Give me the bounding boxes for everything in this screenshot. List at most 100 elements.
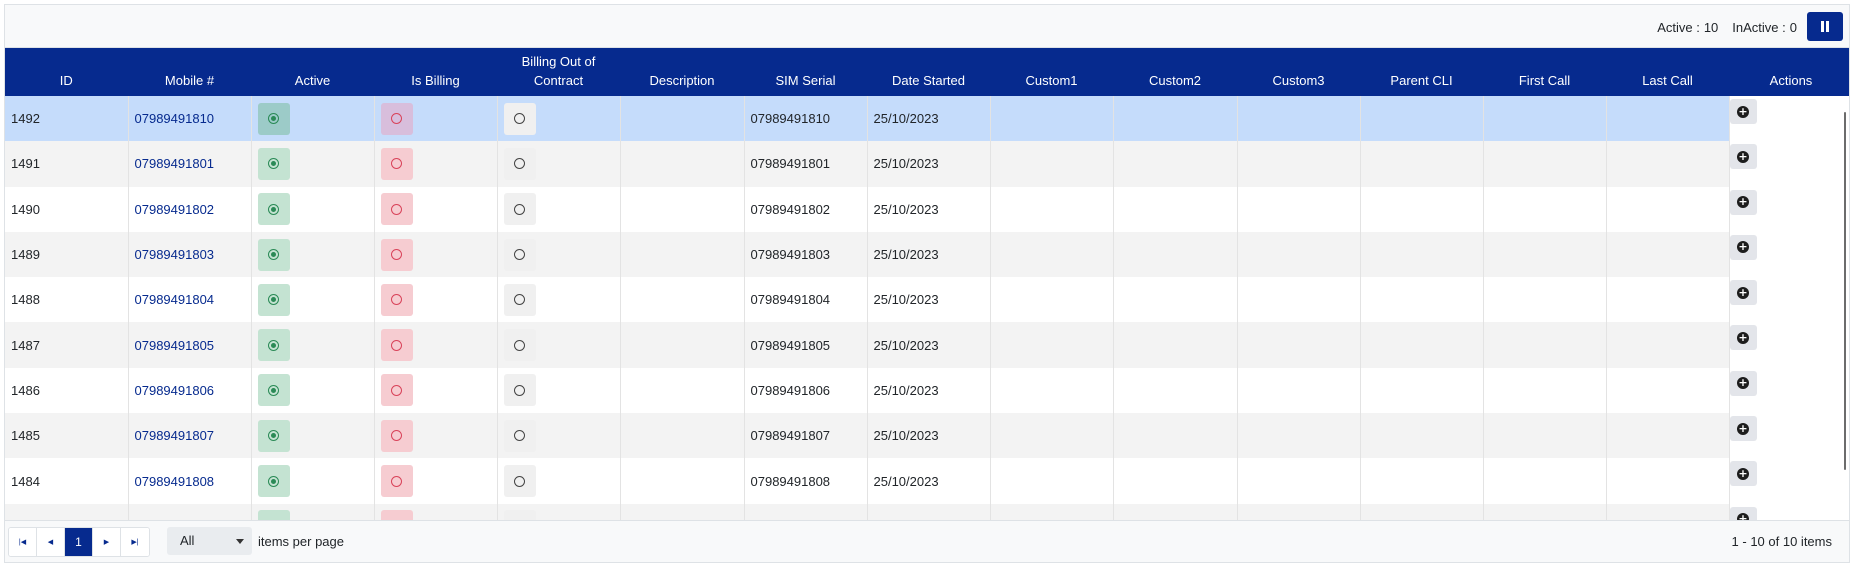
billing-toggle[interactable] xyxy=(380,283,413,316)
prev-page-button[interactable]: ◀ xyxy=(37,528,65,556)
row-action-button[interactable]: + xyxy=(1729,370,1757,396)
row-action-button[interactable]: + xyxy=(1729,325,1757,351)
row-action-button[interactable]: + xyxy=(1729,461,1757,487)
active-toggle[interactable] xyxy=(257,283,290,316)
column-header[interactable]: Is Billing xyxy=(374,48,498,96)
column-header[interactable]: Custom1 xyxy=(990,48,1114,96)
out-of-contract-toggle[interactable] xyxy=(503,465,536,498)
column-header[interactable]: Date Started xyxy=(867,48,991,96)
mobile-link[interactable]: 07989491802 xyxy=(128,186,252,232)
out-of-contract-cell xyxy=(497,186,621,232)
radio-unchecked-icon xyxy=(391,158,402,170)
billing-cell xyxy=(374,458,498,504)
active-toggle[interactable] xyxy=(257,419,290,452)
out-of-contract-toggle[interactable] xyxy=(503,102,536,135)
column-chooser-button[interactable] xyxy=(1807,12,1843,41)
active-toggle[interactable] xyxy=(257,238,290,271)
table-row[interactable]: + xyxy=(5,503,1849,522)
active-toggle[interactable] xyxy=(257,329,290,362)
table-row[interactable]: 1484 07989491808 07989491808 25/10/2023 + xyxy=(5,458,1849,504)
table-row[interactable]: 1490 07989491802 07989491802 25/10/2023 + xyxy=(5,186,1849,232)
vertical-scrollbar[interactable] xyxy=(1844,112,1846,470)
out-of-contract-toggle[interactable] xyxy=(503,419,536,452)
row-action-button[interactable]: + xyxy=(1729,280,1757,306)
page-1-button[interactable]: 1 xyxy=(65,528,93,556)
billing-toggle[interactable] xyxy=(380,193,413,226)
row-action-button[interactable]: + xyxy=(1729,234,1757,260)
table-row[interactable]: 1491 07989491801 07989491801 25/10/2023 + xyxy=(5,141,1849,187)
radio-unchecked-icon xyxy=(391,249,402,261)
active-toggle[interactable] xyxy=(257,193,290,226)
column-header[interactable]: ID xyxy=(5,48,129,96)
active-toggle[interactable] xyxy=(257,102,290,135)
column-header[interactable]: Description xyxy=(620,48,745,96)
mobile-link[interactable]: 07989491805 xyxy=(128,322,252,368)
mobile-link[interactable]: 07989491810 xyxy=(128,96,252,142)
row-action-button[interactable]: + xyxy=(1729,189,1757,215)
table-row[interactable]: 1486 07989491806 07989491806 25/10/2023 + xyxy=(5,367,1849,414)
row-action-button[interactable]: + xyxy=(1729,416,1757,442)
column-header[interactable]: Last Call xyxy=(1606,48,1730,96)
mobile-link[interactable]: 07989491807 xyxy=(128,413,252,459)
out-of-contract-toggle[interactable] xyxy=(503,238,536,271)
billing-toggle[interactable] xyxy=(380,329,413,362)
radio-unchecked-icon xyxy=(514,430,525,442)
out-of-contract-toggle[interactable] xyxy=(503,283,536,316)
table-row[interactable]: 1489 07989491803 07989491803 25/10/2023 + xyxy=(5,231,1849,278)
out-of-contract-toggle[interactable] xyxy=(503,374,536,407)
active-toggle[interactable] xyxy=(257,374,290,407)
chevron-down-icon xyxy=(236,539,244,544)
table-row[interactable]: 1488 07989491804 07989491804 25/10/2023 + xyxy=(5,277,1849,323)
column-header[interactable]: SIM Serial xyxy=(744,48,868,96)
sim-serial-cell: 07989491804 xyxy=(744,277,868,323)
actions-cell: + xyxy=(1729,96,1849,142)
out-of-contract-toggle[interactable] xyxy=(503,193,536,226)
out-of-contract-toggle[interactable] xyxy=(503,329,536,362)
per-page-select[interactable]: All xyxy=(167,527,252,555)
table-row[interactable]: 1485 07989491807 07989491807 25/10/2023 + xyxy=(5,413,1849,459)
column-header[interactable]: Actions xyxy=(1729,48,1849,96)
billing-toggle[interactable] xyxy=(380,374,413,407)
mobile-link[interactable] xyxy=(128,503,252,522)
custom1-cell xyxy=(990,367,1114,414)
radio-unchecked-icon xyxy=(391,384,402,396)
next-page-button[interactable]: ▶ xyxy=(93,528,121,556)
billing-toggle[interactable] xyxy=(380,238,413,271)
billing-toggle[interactable] xyxy=(380,147,413,180)
description-cell xyxy=(620,277,745,323)
column-header[interactable]: Mobile # xyxy=(128,48,252,96)
billing-toggle[interactable] xyxy=(380,465,413,498)
date-started-cell: 25/10/2023 xyxy=(867,413,991,459)
mobile-link[interactable]: 07989491801 xyxy=(128,141,252,187)
column-header[interactable]: First Call xyxy=(1483,48,1607,96)
row-action-button[interactable]: + xyxy=(1729,506,1757,522)
row-action-button[interactable]: + xyxy=(1729,99,1757,124)
out-of-contract-toggle[interactable] xyxy=(503,147,536,180)
last-page-button[interactable]: ▶| xyxy=(121,528,149,556)
billing-toggle[interactable] xyxy=(380,102,413,135)
column-header[interactable]: Custom2 xyxy=(1113,48,1238,96)
column-header[interactable]: Parent CLI xyxy=(1360,48,1484,96)
billing-cell xyxy=(374,277,498,323)
row-action-button[interactable]: + xyxy=(1729,144,1757,170)
sim-serial-cell: 07989491803 xyxy=(744,231,868,278)
first-page-button[interactable]: |◀ xyxy=(9,528,37,556)
billing-toggle[interactable] xyxy=(380,419,413,452)
radio-checked-icon xyxy=(268,158,279,170)
first-call-cell xyxy=(1483,458,1607,504)
custom3-cell xyxy=(1237,458,1361,504)
table-row[interactable]: 1492 07989491810 07989491810 25/10/2023 + xyxy=(5,96,1849,142)
column-header[interactable]: Custom3 xyxy=(1237,48,1361,96)
column-header[interactable]: Active xyxy=(251,48,375,96)
table-row[interactable]: 1487 07989491805 07989491805 25/10/2023 + xyxy=(5,322,1849,368)
mobile-link[interactable]: 07989491808 xyxy=(128,458,252,504)
table-header-row: ID Mobile # Active Is Billing Billing Out of… xyxy=(5,48,1849,96)
mobile-link[interactable]: 07989491803 xyxy=(128,231,252,278)
radio-checked-icon xyxy=(268,249,279,261)
column-header[interactable]: Billing Out of Contract xyxy=(497,48,621,96)
active-toggle[interactable] xyxy=(257,465,290,498)
mobile-link[interactable]: 07989491806 xyxy=(128,367,252,414)
mobile-link[interactable]: 07989491804 xyxy=(128,277,252,323)
actions-cell: + xyxy=(1729,277,1849,323)
active-toggle[interactable] xyxy=(257,147,290,180)
